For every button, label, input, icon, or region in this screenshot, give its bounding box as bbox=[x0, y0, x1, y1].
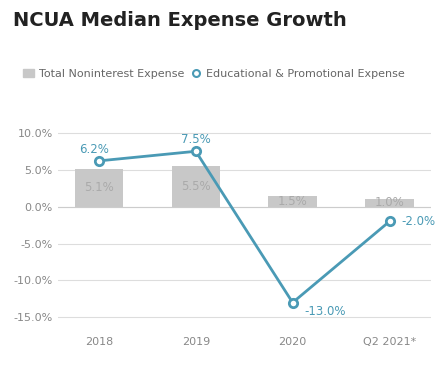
Text: -13.0%: -13.0% bbox=[304, 305, 346, 318]
Text: 1.5%: 1.5% bbox=[278, 194, 308, 208]
Text: 5.1%: 5.1% bbox=[84, 181, 114, 194]
Legend: Total Noninterest Expense, Educational & Promotional Expense: Total Noninterest Expense, Educational &… bbox=[19, 65, 410, 83]
Text: 7.5%: 7.5% bbox=[181, 133, 210, 146]
Text: -2.0%: -2.0% bbox=[401, 215, 435, 228]
Text: 5.5%: 5.5% bbox=[181, 180, 210, 193]
Text: NCUA Median Expense Growth: NCUA Median Expense Growth bbox=[13, 11, 347, 30]
Text: 6.2%: 6.2% bbox=[79, 143, 109, 156]
Bar bbox=[171, 166, 220, 207]
Bar bbox=[269, 196, 317, 207]
Bar bbox=[75, 169, 123, 207]
Text: 1.0%: 1.0% bbox=[375, 196, 404, 210]
Bar bbox=[365, 199, 414, 207]
